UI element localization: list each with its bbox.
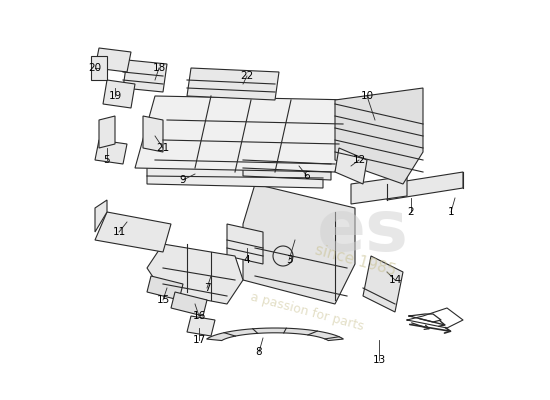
Text: 6: 6 bbox=[304, 171, 310, 181]
Polygon shape bbox=[95, 212, 171, 252]
Polygon shape bbox=[243, 152, 331, 180]
Text: 22: 22 bbox=[240, 71, 254, 81]
Text: 14: 14 bbox=[388, 275, 401, 285]
Polygon shape bbox=[227, 224, 263, 264]
Text: 21: 21 bbox=[156, 143, 169, 153]
Polygon shape bbox=[243, 184, 355, 304]
Text: 9: 9 bbox=[180, 175, 186, 185]
Text: 20: 20 bbox=[89, 63, 102, 73]
Text: 5: 5 bbox=[104, 155, 111, 165]
Text: 13: 13 bbox=[372, 355, 386, 365]
Text: 4: 4 bbox=[244, 255, 250, 265]
Text: 15: 15 bbox=[156, 295, 169, 305]
Polygon shape bbox=[91, 56, 107, 80]
Polygon shape bbox=[335, 148, 367, 184]
Polygon shape bbox=[147, 276, 183, 300]
Polygon shape bbox=[143, 116, 163, 152]
Text: 16: 16 bbox=[192, 311, 206, 321]
Text: since 1985: since 1985 bbox=[313, 242, 397, 278]
Polygon shape bbox=[95, 48, 131, 72]
Polygon shape bbox=[135, 96, 355, 172]
Text: a passion for parts: a passion for parts bbox=[249, 291, 365, 333]
Polygon shape bbox=[206, 328, 344, 340]
Text: 12: 12 bbox=[353, 155, 366, 165]
Polygon shape bbox=[335, 88, 423, 184]
Text: 7: 7 bbox=[204, 283, 210, 293]
Polygon shape bbox=[99, 116, 115, 148]
Text: 11: 11 bbox=[112, 227, 125, 237]
Text: 19: 19 bbox=[108, 91, 122, 101]
Polygon shape bbox=[187, 316, 215, 336]
Polygon shape bbox=[171, 292, 207, 316]
Text: 8: 8 bbox=[256, 347, 262, 357]
Polygon shape bbox=[95, 200, 107, 232]
Polygon shape bbox=[123, 60, 167, 92]
Polygon shape bbox=[351, 176, 407, 204]
Polygon shape bbox=[387, 172, 463, 200]
Text: 3: 3 bbox=[285, 255, 292, 265]
Text: 2: 2 bbox=[408, 207, 414, 217]
Text: 1: 1 bbox=[448, 207, 454, 217]
Polygon shape bbox=[147, 244, 243, 304]
Polygon shape bbox=[147, 164, 323, 188]
Polygon shape bbox=[103, 80, 135, 108]
Text: 10: 10 bbox=[360, 91, 373, 101]
Polygon shape bbox=[95, 140, 127, 164]
Polygon shape bbox=[363, 256, 403, 312]
Text: es: es bbox=[317, 198, 409, 266]
Text: 17: 17 bbox=[192, 335, 206, 345]
Text: 18: 18 bbox=[152, 63, 166, 73]
Polygon shape bbox=[187, 68, 279, 100]
